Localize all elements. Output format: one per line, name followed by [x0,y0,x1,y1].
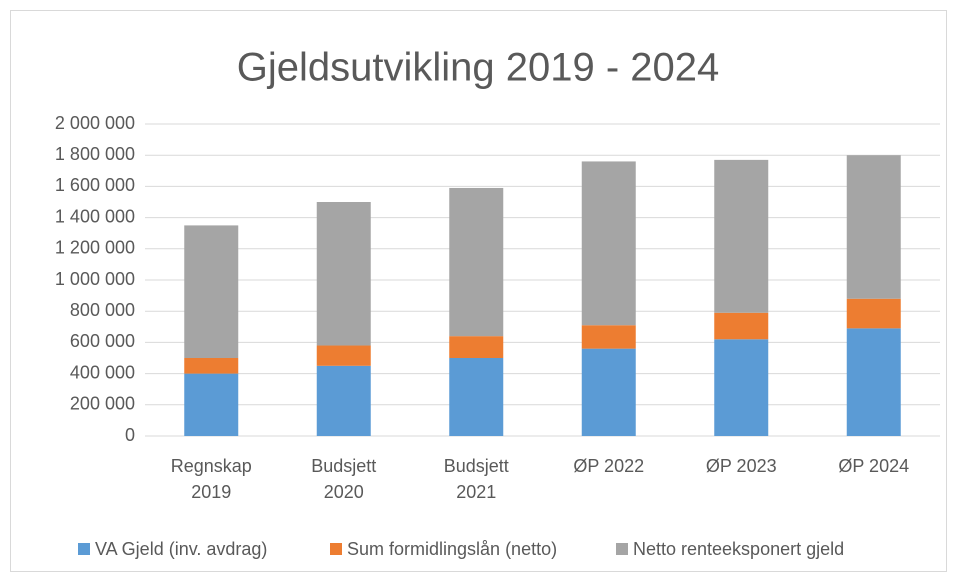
y-tick-label: 1 600 000 [55,175,135,195]
bar-segment [714,312,769,340]
y-tick-label: 1 400 000 [55,206,135,226]
legend-label: Netto renteeksponert gjeld [633,539,844,559]
y-tick-label: 1 000 000 [55,269,135,289]
bar-segment [714,339,769,436]
bar-segment [714,159,769,313]
y-tick-label: 400 000 [70,362,135,382]
x-tick-label: Budsjett 2021 [443,456,509,502]
bar-segment [581,348,636,436]
bar-segment [184,358,239,374]
y-tick-label: 2 000 000 [55,113,135,133]
y-tick-label: 1 800 000 [55,144,135,164]
bar-segment [449,358,504,436]
x-tick-label: Budsjett 2020 [311,456,377,502]
bar-segment [846,155,901,299]
bar-segment [846,298,901,329]
bar-segment [184,373,239,436]
y-tick-label: 800 000 [70,300,135,320]
y-tick-label: 200 000 [70,394,135,414]
bar-segment [316,365,371,436]
y-tick-label: 600 000 [70,331,135,351]
bar-segment [449,336,504,358]
x-tick-label: ØP 2024 [838,456,910,476]
chart-title: Gjeldsutvikling 2019 - 2024 [237,46,720,90]
legend-label: Sum formidlingslån (netto) [347,539,557,559]
bar-segment [316,345,371,366]
bar-segment [581,325,636,349]
y-tick-label: 1 200 000 [55,238,135,258]
bar-segment [184,225,239,358]
x-tick-label: ØP 2022 [573,456,645,476]
legend-label: VA Gjeld (inv. avdrag) [95,539,267,559]
legend-swatch [78,543,90,555]
bar-segment [581,161,636,326]
bar-segment [449,187,504,337]
legend-swatch [616,543,628,555]
x-tick-label: ØP 2023 [705,456,777,476]
bar-segment [316,202,371,346]
x-tick-label: Regnskap 2019 [170,456,252,502]
legend-swatch [330,543,342,555]
bar-segment [846,328,901,436]
y-tick-label: 0 [125,425,135,445]
